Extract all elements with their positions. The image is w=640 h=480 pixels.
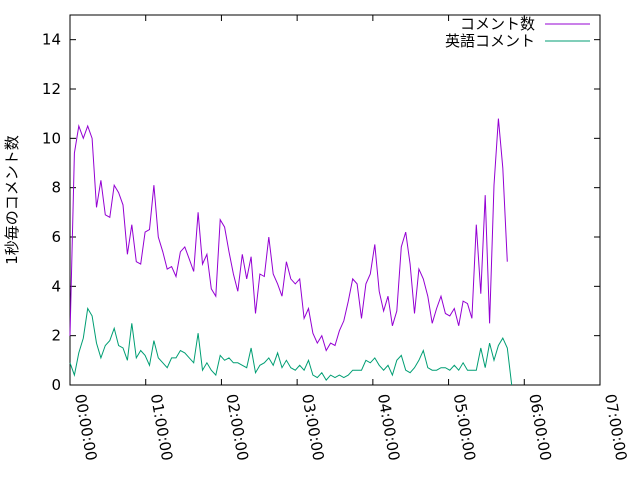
y-tick-label: 2	[51, 327, 61, 345]
x-tick-label: 04:00:00	[374, 393, 403, 462]
y-tick-label: 6	[51, 228, 61, 246]
series-line-0	[69, 118, 508, 352]
y-tick-label: 12	[42, 80, 61, 98]
x-tick-label: 07:00:00	[601, 393, 630, 462]
x-tick-label: 01:00:00	[147, 393, 176, 462]
y-tick-label: 4	[51, 277, 61, 295]
y-tick-label: 14	[42, 31, 61, 49]
x-tick-label: 03:00:00	[298, 393, 327, 462]
legend-label: コメント数	[460, 15, 535, 33]
y-tick-label: 0	[51, 376, 61, 394]
legend-label: 英語コメント	[445, 32, 535, 50]
x-tick-label: 00:00:00	[71, 393, 100, 462]
y-tick-label: 10	[42, 129, 61, 147]
series-line-1	[69, 307, 513, 386]
x-tick-label: 02:00:00	[222, 393, 251, 462]
y-tick-label: 8	[51, 179, 61, 197]
x-axis-ticks: 00:00:00 01:00:00 02:00:00 03:00:00 04:00:00…	[69, 15, 630, 462]
y-axis-ticks: 0 2 4 6 8 10 12 14	[42, 31, 600, 394]
x-tick-label: 05:00:00	[450, 393, 479, 462]
x-tick-label: 06:00:00	[525, 393, 554, 462]
plot-frame	[69, 14, 601, 386]
series-lines	[69, 118, 513, 386]
y-axis-label: 1秒毎のコメント数	[3, 135, 21, 265]
